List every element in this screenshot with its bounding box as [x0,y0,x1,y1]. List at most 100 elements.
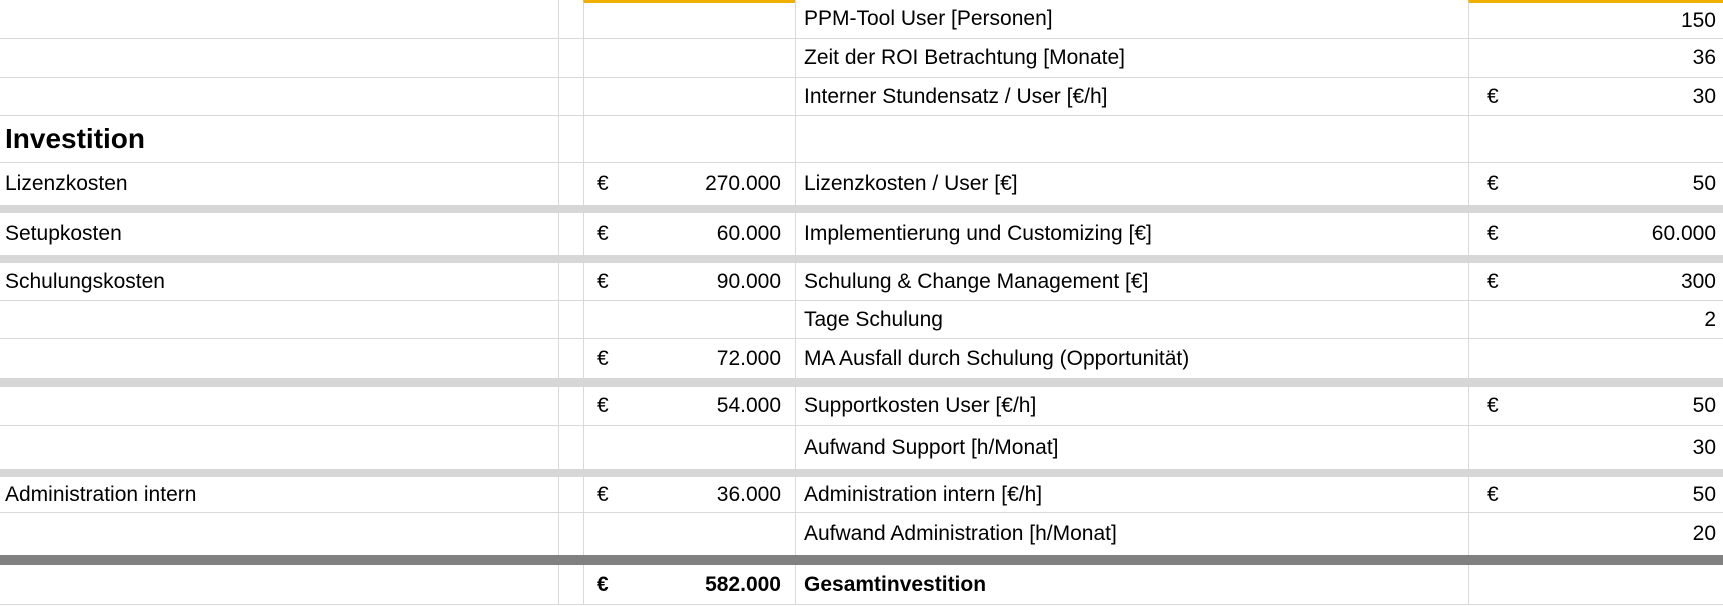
cell-value[interactable]: 2 [1468,301,1723,338]
cell-amount[interactable] [583,301,795,338]
cell-amount[interactable] [583,426,795,469]
currency-symbol: € [1487,394,1499,417]
cell-parameter[interactable]: Aufwand Administration [h/Monat] [795,513,1468,555]
cell-spacer[interactable] [558,565,583,604]
amount-value: 54.000 [716,394,781,417]
cell-amount[interactable]: €270.000 [583,163,795,205]
cell-value[interactable]: 36 [1468,39,1723,77]
row-label-text: Schulungskosten [5,269,165,293]
cell-parameter[interactable]: Schulung & Change Management [€] [795,263,1468,300]
row-hourly-rate: Interner Stundensatz / User [€/h] €30 [0,78,1723,116]
cell-value[interactable]: €50 [1468,163,1723,205]
currency-symbol: € [597,222,609,245]
cell-value[interactable]: 30 [1468,426,1723,469]
cell-amount[interactable]: €72.000 [583,339,795,378]
cell-total-amount[interactable]: €582.000 [583,565,795,604]
currency-symbol: € [1487,222,1499,245]
cell-parameter[interactable]: MA Ausfall durch Schulung (Opportunität) [795,339,1468,378]
cell-value[interactable]: €50 [1468,387,1723,425]
currency-symbol: € [1487,172,1499,195]
cell-parameter[interactable]: PPM-Tool User [Personen] [795,0,1468,38]
cell-value[interactable]: €60.000 [1468,213,1723,255]
cell-parameter[interactable]: Lizenzkosten / User [€] [795,163,1468,205]
cell-value[interactable]: 150 [1468,0,1723,38]
cell-spacer[interactable] [558,477,583,512]
cell-spacer[interactable] [558,263,583,300]
cell-parameter[interactable]: Supportkosten User [€/h] [795,387,1468,425]
cell-row-label[interactable] [0,78,558,115]
parameter-label: Zeit der ROI Betrachtung [Monate] [804,46,1125,69]
cell-row-label[interactable]: Schulungskosten [0,263,558,300]
cell-row-label[interactable] [0,513,558,555]
cell-value[interactable]: 20 [1468,513,1723,555]
section-title: Investition [5,123,146,154]
cell-value[interactable]: €30 [1468,78,1723,115]
amount-value: 270.000 [705,172,781,195]
cell-spacer[interactable] [558,39,583,77]
cell-row-label[interactable] [0,565,558,604]
value-number: 60.000 [1651,222,1716,245]
value-number: 30 [1692,84,1716,108]
cell-spacer[interactable] [558,116,583,162]
cell-amount[interactable] [583,39,795,77]
total-label: Gesamtinvestition [804,572,987,596]
cell-spacer[interactable] [558,301,583,338]
cell-amount[interactable]: €54.000 [583,387,795,425]
currency-symbol: € [597,394,609,417]
parameter-label: Supportkosten User [€/h] [804,394,1037,417]
cell-value[interactable]: €50 [1468,477,1723,512]
cell-spacer[interactable] [558,163,583,205]
cell-row-label[interactable] [0,426,558,469]
cell-spacer[interactable] [558,339,583,378]
amount-value: 36.000 [716,482,781,506]
cell-parameter[interactable]: Interner Stundensatz / User [€/h] [795,78,1468,115]
cell-value[interactable] [1468,565,1723,604]
cell-row-label[interactable] [0,339,558,378]
separator-band [0,255,1723,263]
amount-value: 60.000 [716,222,781,245]
cell-value[interactable]: €300 [1468,263,1723,300]
cell-row-label[interactable] [0,387,558,425]
cell-amount[interactable] [583,78,795,115]
amount-value: 72.000 [716,346,781,370]
cell-row-label[interactable] [0,301,558,338]
cell-amount[interactable]: €36.000 [583,477,795,512]
cell-amount[interactable]: €90.000 [583,263,795,300]
currency-symbol: € [597,346,609,370]
row-setupkosten: Setupkosten €60.000 Implementierung und … [0,213,1723,255]
value-number: 150 [1680,8,1716,32]
cell-amount[interactable] [583,513,795,555]
cell-spacer[interactable] [558,78,583,115]
row-tage-schulung: Tage Schulung 2 [0,301,1723,339]
cell-parameter[interactable]: Zeit der ROI Betrachtung [Monate] [795,39,1468,77]
cell-spacer[interactable] [558,0,583,38]
value-number: 36 [1692,46,1716,69]
cell-amount[interactable] [583,116,795,162]
cell-value[interactable] [1468,116,1723,162]
row-ppm-tool-user: PPM-Tool User [Personen] 150 [0,0,1723,39]
row-label-text: Setupkosten [5,222,122,245]
cell-row-label[interactable]: Setupkosten [0,213,558,255]
cell-total-label[interactable]: Gesamtinvestition [795,565,1468,604]
cell-parameter[interactable]: Implementierung und Customizing [€] [795,213,1468,255]
cell-row-label[interactable] [0,39,558,77]
cell-value[interactable] [1468,339,1723,378]
parameter-label: Aufwand Administration [h/Monat] [804,522,1117,545]
cell-parameter[interactable] [795,116,1468,162]
cell-row-label[interactable]: Administration intern [0,477,558,512]
cell-row-label[interactable] [0,0,558,38]
cell-spacer[interactable] [558,387,583,425]
cell-amount[interactable] [583,0,795,38]
separator-band-dark [0,555,1723,565]
cell-amount[interactable]: €60.000 [583,213,795,255]
cell-parameter[interactable]: Administration intern [€/h] [795,477,1468,512]
separator-band [0,205,1723,213]
cell-parameter[interactable]: Aufwand Support [h/Monat] [795,426,1468,469]
cell-parameter[interactable]: Tage Schulung [795,301,1468,338]
cell-spacer[interactable] [558,213,583,255]
cell-spacer[interactable] [558,513,583,555]
cell-section-title[interactable]: Investition [0,116,558,162]
row-gesamtinvestition: €582.000 Gesamtinvestition [0,565,1723,605]
cell-row-label[interactable]: Lizenzkosten [0,163,558,205]
cell-spacer[interactable] [558,426,583,469]
